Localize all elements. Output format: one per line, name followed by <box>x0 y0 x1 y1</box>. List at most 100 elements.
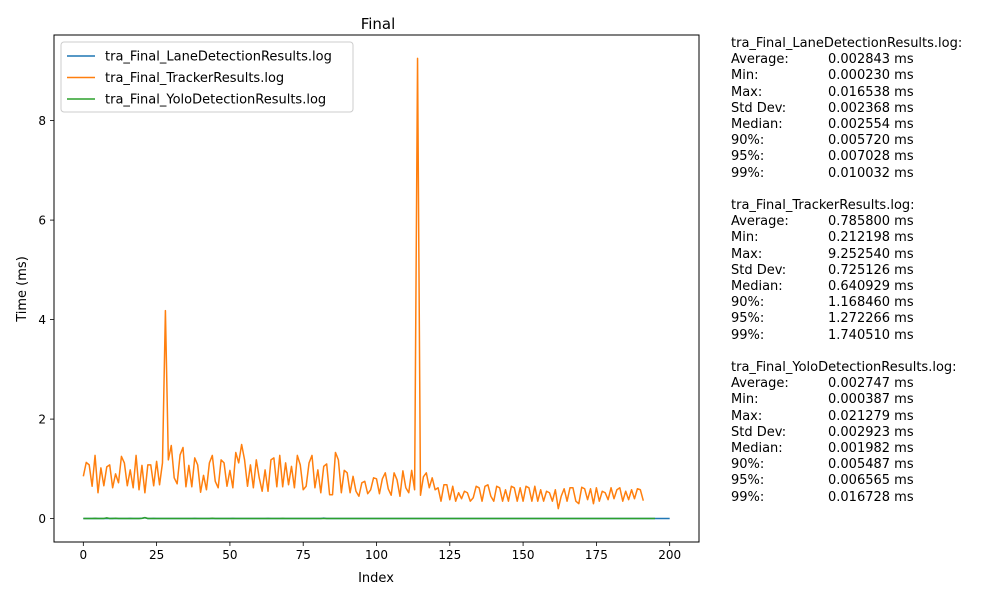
stats-label: 99%: <box>731 165 765 181</box>
stats-value: 0.007028 ms <box>828 149 914 165</box>
stats-row: 90%: 0.005487 ms <box>731 457 962 473</box>
stats-row: Max: 9.252540 ms <box>731 247 962 263</box>
stats-row: Min: 0.212198 ms <box>731 230 962 246</box>
stats-row: Std Dev: 0.002368 ms <box>731 101 962 117</box>
y-axis-label: Time (ms) <box>15 256 30 323</box>
stats-label: 99%: <box>731 327 765 343</box>
stats-row: Median: 0.640929 ms <box>731 279 962 295</box>
series-line-1 <box>82 57 645 510</box>
stats-label: Min: <box>731 68 759 84</box>
y-tick-label: 0 <box>38 512 46 526</box>
y-axis-ticks: 0 2 4 6 8 <box>38 114 54 526</box>
stats-label: Average: <box>731 376 789 392</box>
stats-label: 90%: <box>731 133 765 149</box>
plot-lines <box>82 57 670 520</box>
stats-label: 95%: <box>731 473 765 489</box>
stats-row: 99%: 1.740510 ms <box>731 328 962 344</box>
stats-row: 99%: 0.010032 ms <box>731 166 962 182</box>
stats-label: Std Dev: <box>731 424 787 440</box>
chart-title: Final <box>361 15 396 33</box>
x-tick-label: 150 <box>512 548 535 562</box>
stats-value: 0.725126 ms <box>828 262 914 278</box>
x-tick-label: 25 <box>149 548 164 562</box>
x-tick-label: 200 <box>658 548 681 562</box>
stats-block-yolo: tra_Final_YoloDetectionResults.log: Aver… <box>731 360 962 506</box>
stats-label: Median: <box>731 279 783 295</box>
y-tick-label: 8 <box>38 114 46 128</box>
stats-header: tra_Final_LaneDetectionResults.log: <box>731 36 963 51</box>
stats-row: Min: 0.000230 ms <box>731 68 962 84</box>
stats-block-tracker: tra_Final_TrackerResults.log: Average: 0.… <box>731 198 962 344</box>
stats-value: 0.010032 ms <box>828 165 914 181</box>
legend-label: tra_Final_TrackerResults.log <box>105 71 284 86</box>
x-tick-label: 125 <box>438 548 461 562</box>
series-line-2 <box>83 516 656 520</box>
stats-value: 0.785800 ms <box>828 214 914 230</box>
stats-value: 1.740510 ms <box>828 327 914 343</box>
stats-value: 1.272266 ms <box>828 311 914 327</box>
stats-row: 90%: 1.168460 ms <box>731 295 962 311</box>
x-axis-ticks: 0 25 50 75 100 125 150 175 200 <box>79 542 681 562</box>
statistics-panel: tra_Final_LaneDetectionResults.log: Aver… <box>731 36 962 522</box>
stats-value: 0.005720 ms <box>828 133 914 149</box>
stats-label: 90%: <box>731 295 765 311</box>
stats-row: Median: 0.002554 ms <box>731 117 962 133</box>
stats-row: Max: 0.016538 ms <box>731 85 962 101</box>
stats-value: 0.000387 ms <box>828 392 914 408</box>
stats-label: 95%: <box>731 149 765 165</box>
stats-row: Std Dev: 0.002923 ms <box>731 425 962 441</box>
stats-value: 0.002747 ms <box>828 376 914 392</box>
stats-value: 0.212198 ms <box>828 230 914 246</box>
stats-header: tra_Final_YoloDetectionResults.log: <box>731 360 957 376</box>
stats-label: Median: <box>731 117 783 133</box>
stats-value: 0.021279 ms <box>828 408 914 424</box>
legend-items: tra_Final_LaneDetectionResults.log tra_Fi… <box>67 50 332 108</box>
stats-value: 0.001982 ms <box>828 441 914 457</box>
legend: tra_Final_LaneDetectionResults.log tra_Fi… <box>60 41 354 113</box>
stats-row: Average: 0.785800 ms <box>731 214 962 230</box>
stats-row: Average: 0.002747 ms <box>731 376 962 392</box>
stats-label: 99%: <box>731 489 765 505</box>
stats-value: 0.006565 ms <box>828 473 914 489</box>
stats-label: Min: <box>731 230 759 246</box>
x-axis-label: Index <box>358 571 394 586</box>
stats-row: Min: 0.000387 ms <box>731 392 962 408</box>
legend-label: tra_Final_YoloDetectionResults.log <box>105 93 326 108</box>
stats-label: Average: <box>731 52 789 68</box>
stats-row: 99%: 0.016728 ms <box>731 490 962 506</box>
legend-label: tra_Final_LaneDetectionResults.log <box>105 50 332 65</box>
y-tick-label: 2 <box>38 413 46 427</box>
stats-label: Std Dev: <box>731 100 787 116</box>
x-tick-label: 50 <box>222 548 237 562</box>
stats-value: 0.016728 ms <box>828 489 914 505</box>
stats-label: Std Dev: <box>731 262 787 278</box>
stats-label: Min: <box>731 392 759 408</box>
stats-label: Median: <box>731 441 783 457</box>
stats-row: Average: 0.002843 ms <box>731 52 962 68</box>
stats-label: 90%: <box>731 457 765 473</box>
stats-row: 90%: 0.005720 ms <box>731 133 962 149</box>
x-tick-label: 100 <box>365 548 388 562</box>
stats-label: 95%: <box>731 311 765 327</box>
stats-block-lane: tra_Final_LaneDetectionResults.log: Aver… <box>731 36 962 182</box>
stats-label: Average: <box>731 214 789 230</box>
stats-value: 1.168460 ms <box>828 295 914 311</box>
stats-value: 0.002923 ms <box>828 424 914 440</box>
stats-value: 0.002554 ms <box>828 117 914 133</box>
stats-row: Median: 0.001982 ms <box>731 441 962 457</box>
stats-value: 0.016538 ms <box>828 84 914 100</box>
x-tick-label: 175 <box>585 548 608 562</box>
stats-value: 0.640929 ms <box>828 279 914 295</box>
stats-value: 0.000230 ms <box>828 68 914 84</box>
legend-box <box>60 41 354 113</box>
stats-label: Max: <box>731 246 763 262</box>
stats-value: 0.002368 ms <box>828 100 914 116</box>
stats-value: 9.252540 ms <box>828 246 914 262</box>
x-tick-label: 75 <box>296 548 311 562</box>
stats-row: 95%: 0.007028 ms <box>731 149 962 165</box>
y-tick-label: 6 <box>38 214 46 228</box>
stats-row: 95%: 1.272266 ms <box>731 311 962 327</box>
x-tick-label: 0 <box>79 548 87 562</box>
stats-header: tra_Final_TrackerResults.log: <box>731 198 915 214</box>
